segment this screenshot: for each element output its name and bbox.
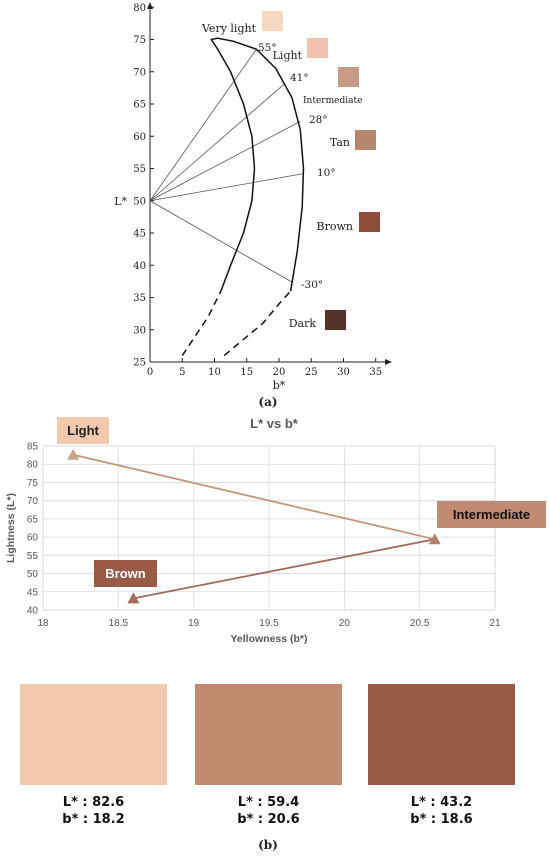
x-tick-label: 18.5: [109, 618, 129, 629]
y-tick-label: 45: [133, 229, 146, 240]
x-tick-label: 35: [369, 367, 382, 378]
y-axis-arrow: [147, 2, 153, 9]
data-label: Brown: [105, 566, 146, 581]
category-label: Tan: [330, 136, 350, 149]
swatch-brown: [368, 684, 515, 785]
data-label-box: [94, 560, 157, 587]
x-tick-label: 15: [240, 367, 253, 378]
hue-ray-4: [149, 200, 293, 283]
y-tick-label: 40: [27, 606, 39, 617]
category-label: Very light: [201, 22, 257, 35]
x-tick-label: 25: [305, 367, 318, 378]
category-label: Dark: [289, 317, 317, 330]
marker-intermediate: [428, 533, 441, 545]
data-label-box: [437, 501, 546, 528]
swatch-brown-b: b* : 18.6: [410, 812, 473, 827]
marker-brown: [127, 592, 140, 604]
hue-ray-3: [149, 173, 304, 202]
y-tick-label: 75: [27, 478, 39, 489]
hue-ray-1: [149, 84, 284, 202]
hue-angle-chart: 0 5 10 15 20 25 30 35 25 30 35 40 45 50 55 60 65 70 75 80 b*…: [114, 2, 392, 392]
hue-ray-0: [149, 48, 257, 201]
data-label: Light: [67, 423, 99, 438]
x-tick-label: 30: [337, 367, 350, 378]
x-tick-label: 10: [208, 367, 221, 378]
y-tick-label: 70: [133, 67, 146, 78]
x-tick-label: 18: [37, 618, 49, 629]
marker-light: [67, 448, 80, 460]
y-tick-label: 70: [27, 496, 39, 507]
y-tick-label: 75: [133, 35, 146, 46]
x-tick-label: 5: [179, 367, 185, 378]
gamut-boundary-solid: [210, 37, 305, 292]
y-tick-label: 40: [133, 261, 146, 272]
y-tick-label: 35: [133, 293, 146, 304]
x-tick-label: 20.5: [410, 618, 430, 629]
swatch-light-b: b* : 18.2: [62, 812, 125, 827]
hue-angle-label: -30°: [301, 279, 323, 291]
category-swatch: [262, 11, 283, 31]
y-tick-label: 65: [27, 514, 39, 525]
x-tick-label: 20: [339, 618, 351, 629]
connector-light-intermediate: [72, 453, 435, 541]
category-swatch: [359, 212, 380, 232]
y-tick-label: 50: [27, 569, 39, 580]
y-axis-label: L*: [114, 195, 127, 208]
chart-title: L* vs b*: [250, 416, 299, 431]
swatch-intermediate-values: L* : 59.4 b* : 20.6: [195, 794, 342, 828]
swatch-light: [20, 684, 167, 785]
y-axis-label: Lightness (L*): [5, 493, 17, 563]
y-tick-label: 80: [133, 3, 146, 14]
swatch-brown-values: L* : 43.2 b* : 18.6: [368, 794, 515, 828]
panel-label-b: (b): [258, 838, 278, 852]
category-swatch: [338, 67, 359, 87]
hue-angle-label: 28°: [309, 114, 328, 126]
y-tick-label: 50: [133, 196, 146, 207]
x-tick-label: 19.5: [259, 618, 279, 629]
swatch-light-values: L* : 82.6 b* : 18.2: [20, 794, 167, 828]
swatch-intermediate: [195, 684, 342, 785]
x-axis-arrow: [385, 359, 392, 365]
x-tick-label: 0: [147, 367, 153, 378]
y-tick-label: 65: [133, 100, 146, 111]
swatch-brown-l: L* : 43.2: [410, 795, 473, 810]
category-swatch: [355, 130, 376, 150]
y-tick-label: 60: [133, 132, 146, 143]
category-swatch: [307, 38, 328, 58]
data-label: Intermediate: [453, 507, 530, 522]
y-tick-label: 55: [27, 551, 39, 562]
category-label: Light: [273, 49, 303, 62]
y-tick-label: 60: [27, 533, 39, 544]
gamut-boundary-outer-dashed: [223, 290, 292, 357]
category-label: Brown: [317, 220, 353, 233]
hue-ray-2: [149, 121, 301, 202]
category-swatch: [325, 310, 346, 330]
panel-label-a: (a): [258, 395, 278, 409]
x-tick-label: 20: [273, 367, 286, 378]
swatch-intermediate-l: L* : 59.4: [237, 795, 300, 810]
x-tick-label: 21: [489, 618, 501, 629]
swatch-light-l: L* : 82.6: [62, 795, 125, 810]
category-label: Intermediate: [303, 96, 362, 106]
y-tick-label: 85: [27, 442, 39, 453]
connector-intermediate-brown: [133, 538, 435, 600]
gamut-boundary-inner-dashed: [181, 290, 222, 357]
x-axis-label: Yellowness (b*): [230, 633, 307, 645]
hue-angle-label: 41°: [290, 72, 309, 84]
y-tick-label: 30: [133, 325, 146, 336]
x-tick-label: 19: [188, 618, 200, 629]
y-tick-label: 80: [27, 460, 39, 471]
hue-angle-label: 55°: [258, 42, 277, 54]
hue-angle-label: 10°: [317, 167, 336, 179]
x-axis-label: b*: [273, 379, 286, 392]
lightness-vs-yellowness-chart: L* vs b* 40 45 50 55 60 65 70 75 80 85 18 18.5 19 19.5…: [5, 416, 546, 645]
y-tick-label: 55: [133, 164, 146, 175]
y-tick-label: 25: [133, 358, 146, 369]
data-label-box: [57, 417, 109, 444]
y-tick-label: 45: [27, 587, 39, 598]
swatch-intermediate-b: b* : 20.6: [237, 812, 300, 827]
